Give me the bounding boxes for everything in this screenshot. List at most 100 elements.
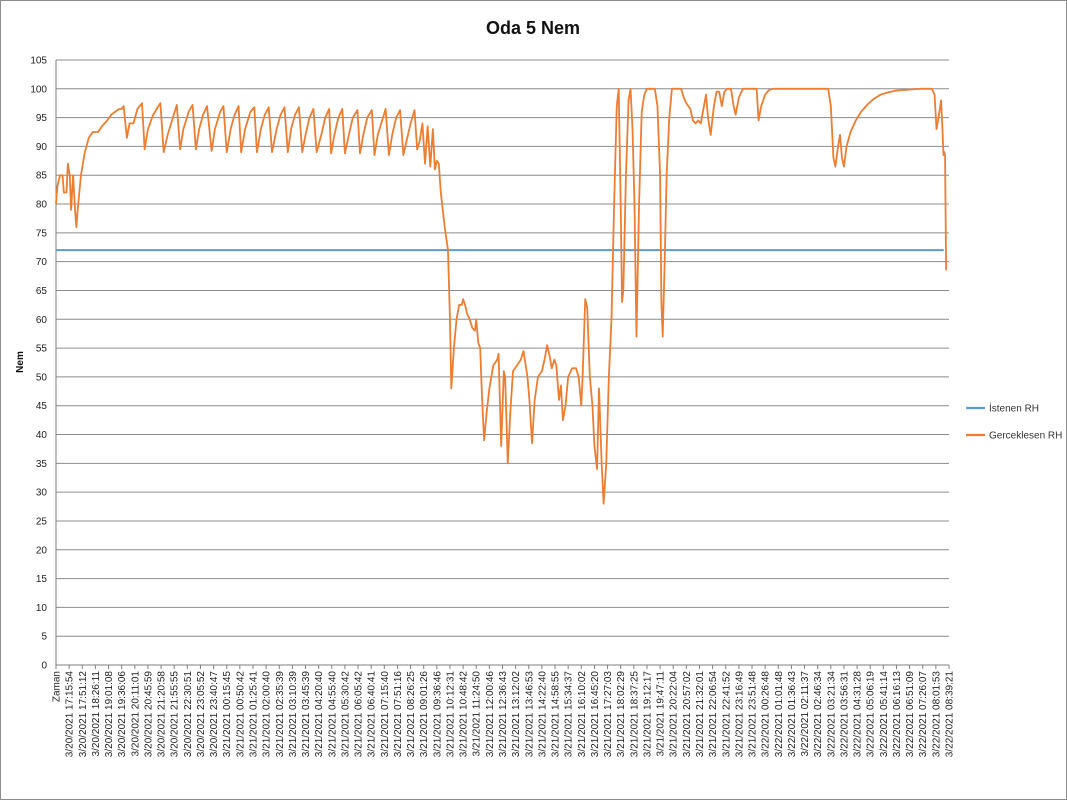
y-tick-label: 0: [41, 661, 47, 672]
y-tick-label: 60: [36, 315, 48, 326]
x-tick-label: 3/21/2021 04:20:40: [314, 671, 325, 758]
x-tick-label: 3/21/2021 23:51:48: [748, 671, 759, 758]
x-tick-label: 3/20/2021 17:15:54: [65, 671, 76, 758]
y-tick-label: 80: [36, 200, 48, 211]
x-tick-label: 3/21/2021 13:12:02: [511, 671, 522, 758]
x-tick-label: 3/21/2021 00:15:45: [222, 671, 233, 758]
x-tick-label: Zaman: [52, 671, 63, 702]
y-tick-label: 15: [36, 574, 48, 585]
x-tick-label: 3/21/2021 02:35:39: [275, 671, 286, 758]
legend-label-gerceklesen-rh: Gerceklesen RH: [989, 431, 1062, 442]
x-tick-label: 3/22/2021 07:26:07: [918, 671, 929, 758]
legend: İstenen RH Gerceklesen RH: [966, 402, 1062, 442]
x-tick-label: 3/20/2021 18:26:11: [91, 671, 102, 757]
chart-title: Oda 5 Nem: [486, 18, 580, 38]
x-tick-label: 3/20/2021 20:45:59: [143, 671, 154, 758]
y-tick-label: 25: [36, 516, 48, 527]
y-tick-label: 10: [36, 603, 48, 614]
x-tick-label: 3/22/2021 01:01:48: [774, 671, 785, 758]
x-tick-label: 3/20/2021 21:20:58: [157, 671, 168, 758]
x-tick-label: 3/22/2021 01:36:43: [787, 671, 798, 758]
gridlines: [55, 59, 949, 666]
y-tick-label: 85: [36, 171, 48, 182]
x-tick-label: 3/21/2021 04:55:40: [327, 671, 338, 758]
x-tick-label: 3/21/2021 00:50:42: [235, 671, 246, 758]
x-tick-label: 3/20/2021 19:36:06: [117, 671, 128, 758]
y-tick-label: 70: [36, 257, 48, 268]
x-tick-label: 3/22/2021 03:56:31: [839, 671, 850, 758]
y-tick-label: 65: [36, 286, 48, 297]
x-tick-label: 3/22/2021 04:31:28: [853, 671, 864, 758]
y-tick-label: 105: [30, 56, 47, 67]
x-tick-label: 3/21/2021 06:40:41: [367, 671, 378, 758]
y-tick-label: 30: [36, 488, 48, 499]
x-tick-label: 3/21/2021 12:36:43: [498, 671, 509, 758]
y-tick-label: 95: [36, 113, 48, 124]
y-tick-label: 90: [36, 142, 48, 153]
x-tick-label: 3/22/2021 05:06:19: [866, 671, 877, 758]
x-tick-label: 3/22/2021 06:51:09: [905, 671, 916, 758]
x-tick-label: 3/22/2021 08:39:21: [945, 671, 956, 758]
x-tick-label: 3/21/2021 14:58:55: [551, 671, 562, 758]
x-tick-label: 3/22/2021 02:11:37: [800, 671, 811, 757]
y-tick-labels: 0 5 10 15 20 25 30 35 40 45 50 55 60 65 70 75 80 85 90 95 10…: [30, 56, 47, 672]
x-tick-label: 3/22/2021 08:01:53: [931, 671, 942, 758]
x-tick-label: 3/20/2021 17:51:12: [78, 671, 89, 758]
x-tick-label: 3/20/2021 23:40:47: [209, 671, 220, 758]
x-tick-label: 3/21/2021 07:51:16: [393, 671, 404, 758]
y-tick-label: 100: [30, 84, 47, 95]
x-tick-label: 3/21/2021 12:00:46: [485, 671, 496, 758]
y-tick-label: 45: [36, 401, 48, 412]
x-tick-label: 3/21/2021 08:26:25: [406, 671, 417, 758]
x-tick-label: 3/20/2021 21:55:55: [170, 671, 181, 758]
y-tick-label: 75: [36, 228, 48, 239]
y-tick-label: 50: [36, 372, 48, 383]
x-tick-label: 3/22/2021 06:16:13: [892, 671, 903, 758]
x-tick-label: 3/21/2021 15:34:37: [564, 671, 575, 758]
x-tick-label: 3/21/2021 19:12:17: [642, 671, 653, 758]
series-line-gerceklesen-rh: [55, 87, 948, 505]
x-tick-label: 3/20/2021 19:01:08: [104, 671, 115, 758]
x-tick-label: 3/21/2021 21:32:01: [695, 671, 706, 758]
y-axis-title: Nem: [15, 351, 26, 373]
x-tick-label: 3/21/2021 02:00:40: [262, 671, 273, 758]
x-tick-label: 3/21/2021 16:45:20: [590, 671, 601, 758]
x-tick-label: 3/21/2021 03:45:39: [301, 671, 312, 758]
x-tick-label: 3/21/2021 05:30:42: [340, 671, 351, 758]
x-tick-labels: Zaman 3/20/2021 17:15:54 3/20/2021 17:51:1…: [52, 671, 956, 758]
x-tick-label: 3/21/2021 13:46:53: [524, 671, 535, 758]
x-tick-label: 3/20/2021 20:11:01: [130, 671, 141, 757]
x-ticks: [55, 665, 950, 669]
x-tick-label: 3/21/2021 03:10:39: [288, 671, 299, 758]
x-tick-label: 3/21/2021 22:06:54: [708, 671, 719, 758]
x-tick-label: 3/22/2021 03:21:34: [826, 671, 837, 758]
x-tick-label: 3/22/2021 02:46:34: [813, 671, 824, 758]
x-tick-label: 3/21/2021 20:57:02: [682, 671, 693, 758]
x-tick-label: 3/21/2021 10:48:42: [459, 671, 470, 758]
x-tick-label: 3/21/2021 17:27:03: [603, 671, 614, 758]
series-lines: [55, 87, 948, 505]
y-tick-label: 55: [36, 344, 48, 355]
y-tick-label: 35: [36, 459, 48, 470]
y-tick-label: 40: [36, 430, 48, 441]
x-tick-label: 3/21/2021 06:05:42: [354, 671, 365, 758]
x-tick-label: 3/21/2021 01:25:41: [248, 671, 259, 758]
x-tick-label: 3/21/2021 14:22:40: [537, 671, 548, 758]
x-tick-label: 3/20/2021 23:05:52: [196, 671, 207, 758]
x-tick-label: 3/21/2021 18:02:29: [616, 671, 627, 758]
legend-label-istenen-rh: İstenen RH: [989, 402, 1039, 415]
x-tick-label: 3/22/2021 05:41:14: [879, 671, 890, 758]
x-tick-label: 3/21/2021 16:10:02: [577, 671, 588, 758]
x-tick-label: 3/20/2021 22:30:51: [183, 671, 194, 758]
x-tick-label: 3/22/2021 00:26:48: [761, 671, 772, 758]
x-tick-label: 3/21/2021 22:41:52: [721, 671, 732, 758]
y-tick-label: 5: [41, 632, 47, 643]
x-tick-label: 3/21/2021 09:36:46: [432, 671, 443, 758]
x-tick-label: 3/21/2021 18:37:25: [629, 671, 640, 758]
x-tick-label: 3/21/2021 20:22:04: [669, 671, 680, 758]
x-tick-label: 3/21/2021 23:16:49: [734, 671, 745, 758]
x-tick-label: 3/21/2021 07:15:40: [380, 671, 391, 758]
y-tick-label: 20: [36, 545, 48, 556]
